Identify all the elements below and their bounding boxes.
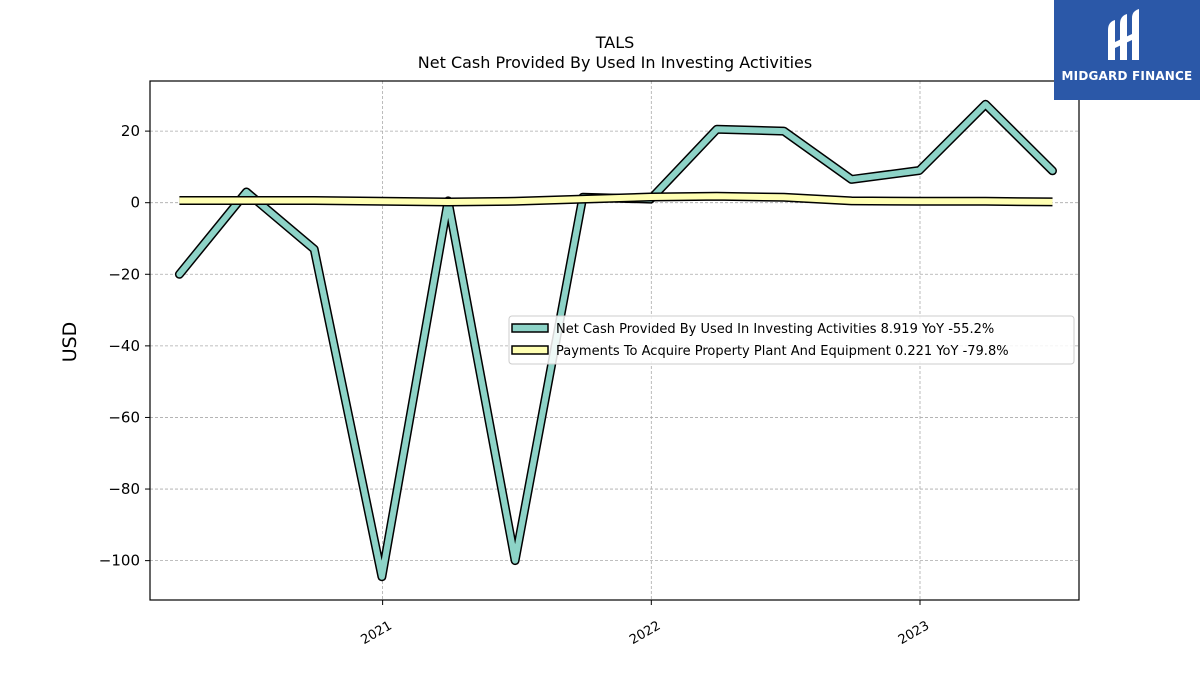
logo-mark-icon (1108, 9, 1139, 60)
x-axis-ticks: 2021 2022 2023 (358, 600, 932, 648)
series-lines (174, 99, 1057, 582)
legend: Net Cash Provided By Used In Investing A… (508, 315, 1075, 365)
chart-title: TALS (595, 33, 635, 52)
legend-label-2: Payments To Acquire Property Plant And E… (556, 344, 1009, 359)
x-tick-label: 2022 (627, 618, 663, 648)
legend-box (508, 315, 1075, 365)
y-tick-label: −80 (108, 480, 140, 498)
y-tick-label: −100 (99, 552, 140, 570)
series-2-line (179, 193, 1053, 205)
legend-swatch-1 (511, 323, 549, 333)
y-tick-label: 0 (130, 194, 140, 212)
chart-subtitle: Net Cash Provided By Used In Investing A… (418, 53, 812, 72)
logo-text: MIDGARD FINANCE (1061, 69, 1193, 83)
legend-label-1: Net Cash Provided By Used In Investing A… (556, 322, 994, 337)
y-tick-label: −40 (108, 337, 140, 355)
y-axis-label: USD (59, 322, 81, 363)
y-axis-ticks: 20 0 −20 −40 −60 −80 −100 (99, 122, 150, 570)
midgard-finance-logo: MIDGARD FINANCE (1054, 0, 1200, 100)
y-tick-label: 20 (121, 122, 140, 140)
plot-frame (149, 80, 1080, 601)
x-tick-label: 2021 (358, 618, 394, 648)
y-tick-label: −20 (108, 265, 140, 283)
x-tick-label: 2023 (896, 618, 932, 648)
legend-swatch-2 (511, 345, 549, 355)
y-tick-label: −60 (108, 408, 140, 426)
